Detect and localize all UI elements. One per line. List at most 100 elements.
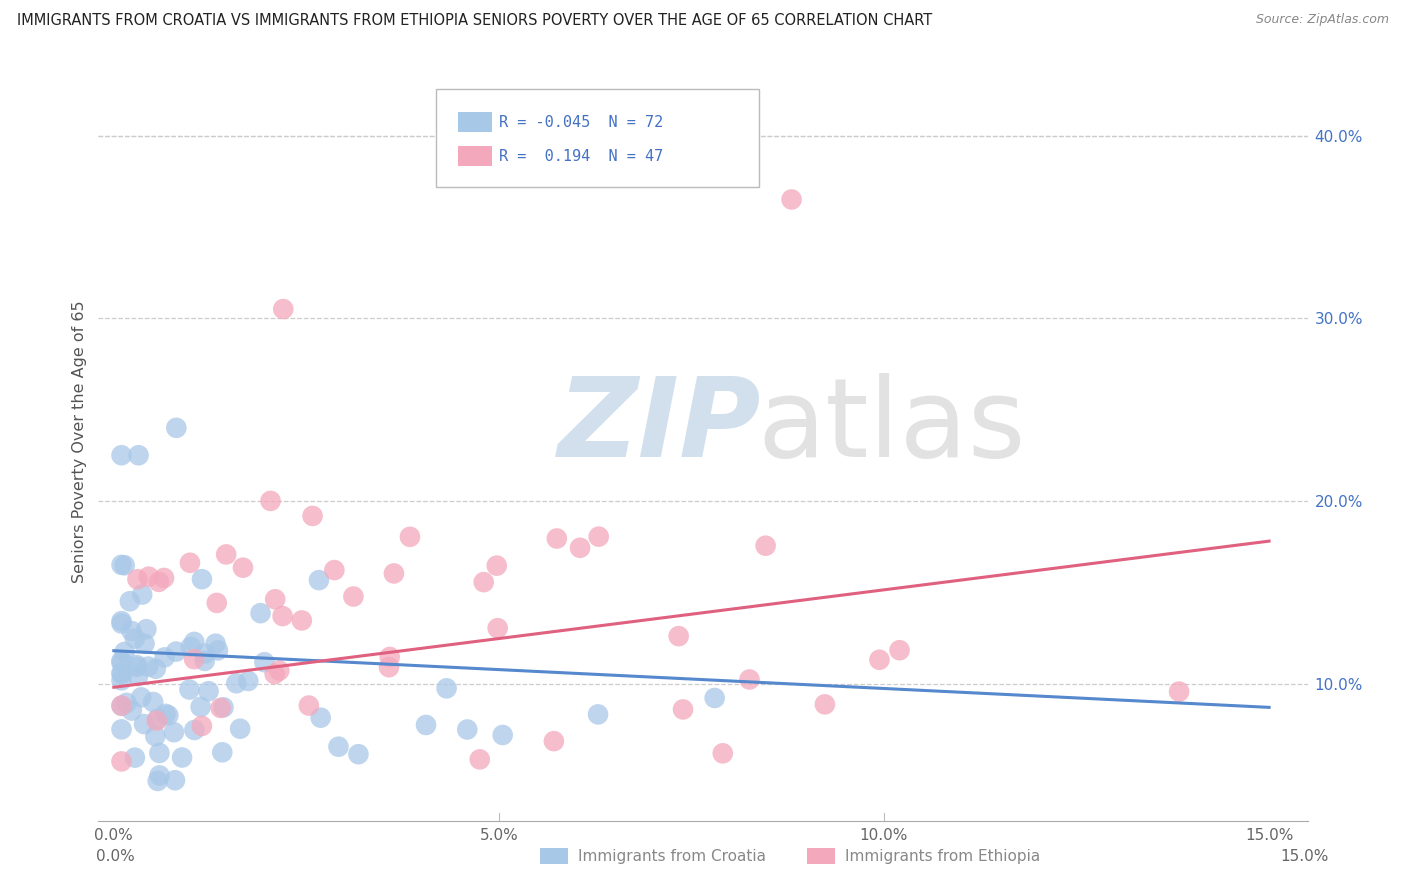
- Text: ZIP: ZIP: [558, 373, 762, 480]
- Point: [131, 588, 153, 602]
- Point: [546, 532, 568, 546]
- Point: [269, 664, 291, 678]
- Point: [110, 448, 132, 462]
- Point: [121, 624, 143, 638]
- Point: [588, 530, 610, 544]
- Point: [114, 558, 136, 573]
- Point: [124, 632, 146, 646]
- Point: [138, 569, 160, 583]
- Point: [128, 448, 150, 462]
- Point: [436, 681, 458, 696]
- Point: [212, 700, 235, 714]
- Text: 0.0%: 0.0%: [96, 849, 135, 863]
- Point: [205, 596, 228, 610]
- Y-axis label: Seniors Poverty Over the Age of 65: Seniors Poverty Over the Age of 65: [72, 301, 87, 582]
- Point: [225, 676, 247, 690]
- Point: [110, 755, 132, 769]
- Text: IMMIGRANTS FROM CROATIA VS IMMIGRANTS FROM ETHIOPIA SENIORS POVERTY OVER THE AGE: IMMIGRANTS FROM CROATIA VS IMMIGRANTS FR…: [17, 13, 932, 29]
- Point: [148, 574, 170, 589]
- Point: [209, 701, 232, 715]
- Point: [135, 622, 157, 636]
- Point: [134, 637, 156, 651]
- Point: [153, 571, 176, 585]
- Point: [146, 773, 169, 788]
- Point: [115, 696, 138, 710]
- Point: [271, 609, 294, 624]
- Point: [114, 645, 136, 659]
- Point: [170, 750, 193, 764]
- Point: [378, 660, 401, 674]
- Point: [889, 643, 911, 657]
- Point: [668, 629, 690, 643]
- Point: [148, 768, 170, 782]
- Point: [110, 723, 132, 737]
- Point: [259, 494, 281, 508]
- Point: [586, 707, 609, 722]
- Point: [148, 746, 170, 760]
- Point: [711, 747, 734, 761]
- Point: [309, 711, 332, 725]
- Point: [136, 659, 159, 673]
- Point: [110, 654, 132, 668]
- Point: [271, 302, 294, 317]
- Point: [110, 616, 132, 631]
- Point: [155, 706, 177, 721]
- Text: Immigrants from Croatia: Immigrants from Croatia: [578, 849, 766, 863]
- Point: [415, 718, 437, 732]
- Point: [703, 690, 725, 705]
- Point: [183, 652, 205, 666]
- Point: [127, 572, 149, 586]
- Point: [125, 660, 148, 674]
- Point: [194, 654, 217, 668]
- Point: [179, 682, 201, 697]
- Text: atlas: atlas: [758, 373, 1026, 480]
- Point: [127, 669, 149, 683]
- Point: [456, 723, 478, 737]
- Point: [472, 575, 495, 590]
- Point: [869, 653, 891, 667]
- Point: [569, 541, 592, 555]
- Point: [125, 658, 148, 673]
- Text: R =  0.194  N = 47: R = 0.194 N = 47: [499, 149, 664, 163]
- Point: [145, 714, 167, 728]
- Point: [543, 734, 565, 748]
- Point: [194, 647, 217, 661]
- Point: [157, 708, 180, 723]
- Point: [291, 614, 314, 628]
- Text: 15.0%: 15.0%: [1281, 849, 1329, 863]
- Point: [124, 750, 146, 764]
- Point: [153, 650, 176, 665]
- Point: [263, 667, 285, 681]
- Point: [342, 590, 364, 604]
- Point: [142, 695, 165, 709]
- Point: [211, 745, 233, 759]
- Point: [204, 637, 226, 651]
- Point: [118, 594, 141, 608]
- Point: [110, 667, 132, 681]
- Point: [165, 644, 187, 658]
- Point: [382, 566, 405, 581]
- Point: [399, 530, 422, 544]
- Point: [191, 572, 214, 586]
- Point: [132, 717, 155, 731]
- Point: [232, 560, 254, 574]
- Point: [110, 673, 132, 688]
- Point: [780, 193, 803, 207]
- Point: [298, 698, 321, 713]
- Point: [207, 643, 229, 657]
- Point: [110, 698, 132, 713]
- Point: [179, 556, 201, 570]
- Point: [672, 702, 695, 716]
- Point: [191, 719, 214, 733]
- Point: [308, 573, 330, 587]
- Point: [301, 508, 323, 523]
- Point: [229, 722, 252, 736]
- Text: R = -0.045  N = 72: R = -0.045 N = 72: [499, 115, 664, 129]
- Point: [755, 539, 778, 553]
- Point: [492, 728, 515, 742]
- Point: [814, 698, 837, 712]
- Point: [111, 665, 134, 680]
- Text: Source: ZipAtlas.com: Source: ZipAtlas.com: [1256, 13, 1389, 27]
- Point: [180, 640, 202, 654]
- Point: [215, 548, 238, 562]
